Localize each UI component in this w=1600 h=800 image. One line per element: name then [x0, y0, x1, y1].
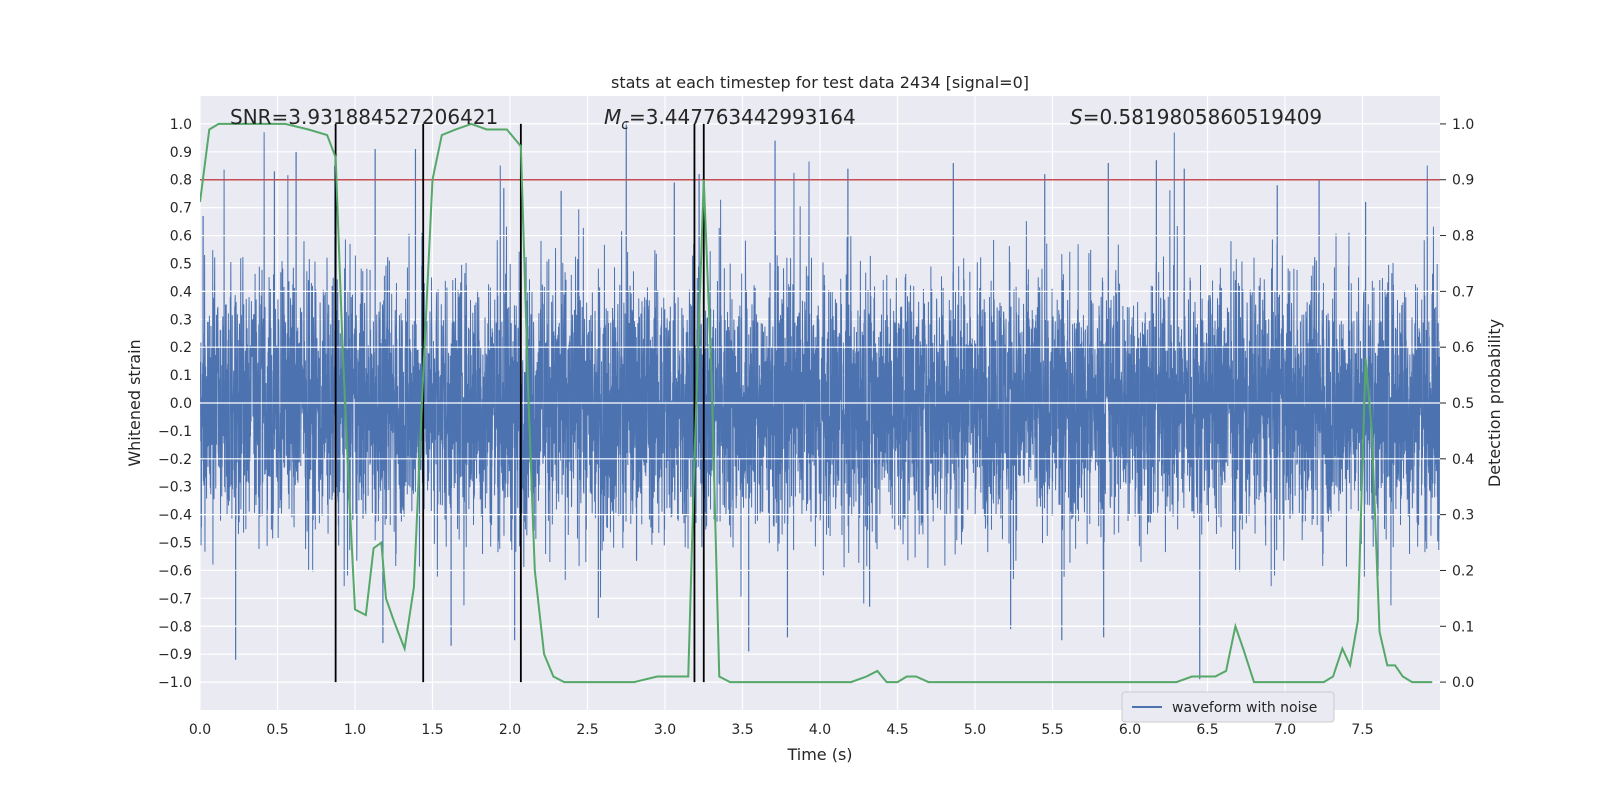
y-axis-label: Whitened strain — [125, 339, 144, 466]
y2-axis-label: Detection probability — [1485, 319, 1504, 487]
mc-value: =3.447763442993164 — [629, 105, 856, 129]
x-tick-label: 5.0 — [964, 722, 986, 738]
x-tick-label: 3.5 — [731, 722, 753, 738]
y-axis-ticks: −1.0 −0.9 −0.8 −0.7 −0.6 −0.5 −0.4 −0.3 −0.2 −0.1… — [158, 117, 192, 691]
y2-tick-label: 0.7 — [1452, 284, 1474, 300]
x-tick-label: 5.5 — [1041, 722, 1063, 738]
legend: waveform with noise — [1121, 691, 1335, 723]
y-tick-label: −0.7 — [158, 591, 192, 607]
y-tick-label: 0.5 — [170, 256, 192, 272]
y-tick-label: −0.2 — [158, 452, 192, 468]
y2-tick-label: 0.9 — [1452, 173, 1474, 189]
y2-tick-label: 0.8 — [1452, 229, 1474, 245]
y-tick-label: 0.6 — [170, 229, 192, 245]
x-tick-label: 6.0 — [1119, 722, 1141, 738]
x-tick-label: 0.5 — [266, 722, 288, 738]
y2-tick-label: 0.6 — [1452, 340, 1474, 356]
y-tick-label: −0.3 — [158, 480, 192, 496]
y2-tick-label: 0.4 — [1452, 452, 1474, 468]
y-tick-label: 0.1 — [170, 368, 192, 384]
x-tick-label: 7.5 — [1351, 722, 1373, 738]
mc-subscript: c — [621, 117, 629, 133]
y-tick-label: −0.6 — [158, 563, 192, 579]
x-axis-label: Time (s) — [786, 745, 852, 764]
y-tick-label: 0.4 — [170, 284, 192, 300]
y2-tick-label: 0.1 — [1452, 619, 1474, 635]
vertical-lines — [334, 123, 705, 683]
y-tick-label: 0.3 — [170, 312, 192, 328]
y-tick-label: −0.1 — [158, 424, 192, 440]
x-tick-label: 2.5 — [576, 722, 598, 738]
x-tick-label: 1.0 — [344, 722, 366, 738]
y-tick-label: 0.0 — [170, 396, 192, 412]
mc-annotation: Mc=3.447763442993164 — [604, 105, 856, 133]
x-tick-label: 6.5 — [1196, 722, 1218, 738]
y-tick-label: 0.2 — [170, 340, 192, 356]
y2-tick-label: 0.2 — [1452, 563, 1474, 579]
s-annotation: S=0.5819805860519409 — [1070, 105, 1322, 129]
x-axis-ticks: 0.0 0.5 1.0 1.5 2.0 2.5 3.0 3.5 4.0 4.5 5.0 5.5 6.0 6… — [189, 722, 1374, 738]
x-tick-label: 7.0 — [1274, 722, 1296, 738]
snr-annotation: SNR=3.931884527206421 — [230, 105, 498, 129]
y2-tick-label: 0.0 — [1452, 675, 1474, 691]
x-tick-label: 3.0 — [654, 722, 676, 738]
x-tick-label: 1.5 — [421, 722, 443, 738]
y-tick-label: −0.5 — [158, 536, 192, 552]
y2-axis-ticks: 0.0 0.1 0.2 0.3 0.4 0.5 0.6 0.7 0.8 0.9 1.0 — [1440, 117, 1474, 691]
y-tick-label: 0.7 — [170, 201, 192, 217]
legend-box — [1121, 691, 1335, 723]
mc-symbol: M — [604, 105, 621, 129]
y2-tick-label: 0.3 — [1452, 508, 1474, 524]
y2-tick-label: 1.0 — [1452, 117, 1474, 133]
y-tick-label: 0.8 — [170, 173, 192, 189]
y-tick-label: −1.0 — [158, 675, 192, 691]
y-tick-label: −0.9 — [158, 647, 192, 663]
y-tick-label: 1.0 — [170, 117, 192, 133]
x-tick-label: 4.0 — [809, 722, 831, 738]
y2-tick-label: 0.5 — [1452, 396, 1474, 412]
chart-title: stats at each timestep for test data 243… — [611, 73, 1029, 92]
waveform-series-line — [200, 132, 1440, 606]
legend-entry: waveform with noise — [1172, 700, 1317, 716]
y-tick-label: −0.8 — [158, 619, 192, 635]
x-tick-label: 0.0 — [189, 722, 211, 738]
y-tick-label: −0.4 — [158, 508, 192, 524]
s-symbol: S — [1070, 105, 1083, 129]
y-tick-label: 0.9 — [170, 145, 192, 161]
s-value: =0.5819805860519409 — [1083, 105, 1322, 129]
x-tick-label: 2.0 — [499, 722, 521, 738]
x-tick-label: 4.5 — [886, 722, 908, 738]
probability-series-line — [200, 122, 1433, 684]
